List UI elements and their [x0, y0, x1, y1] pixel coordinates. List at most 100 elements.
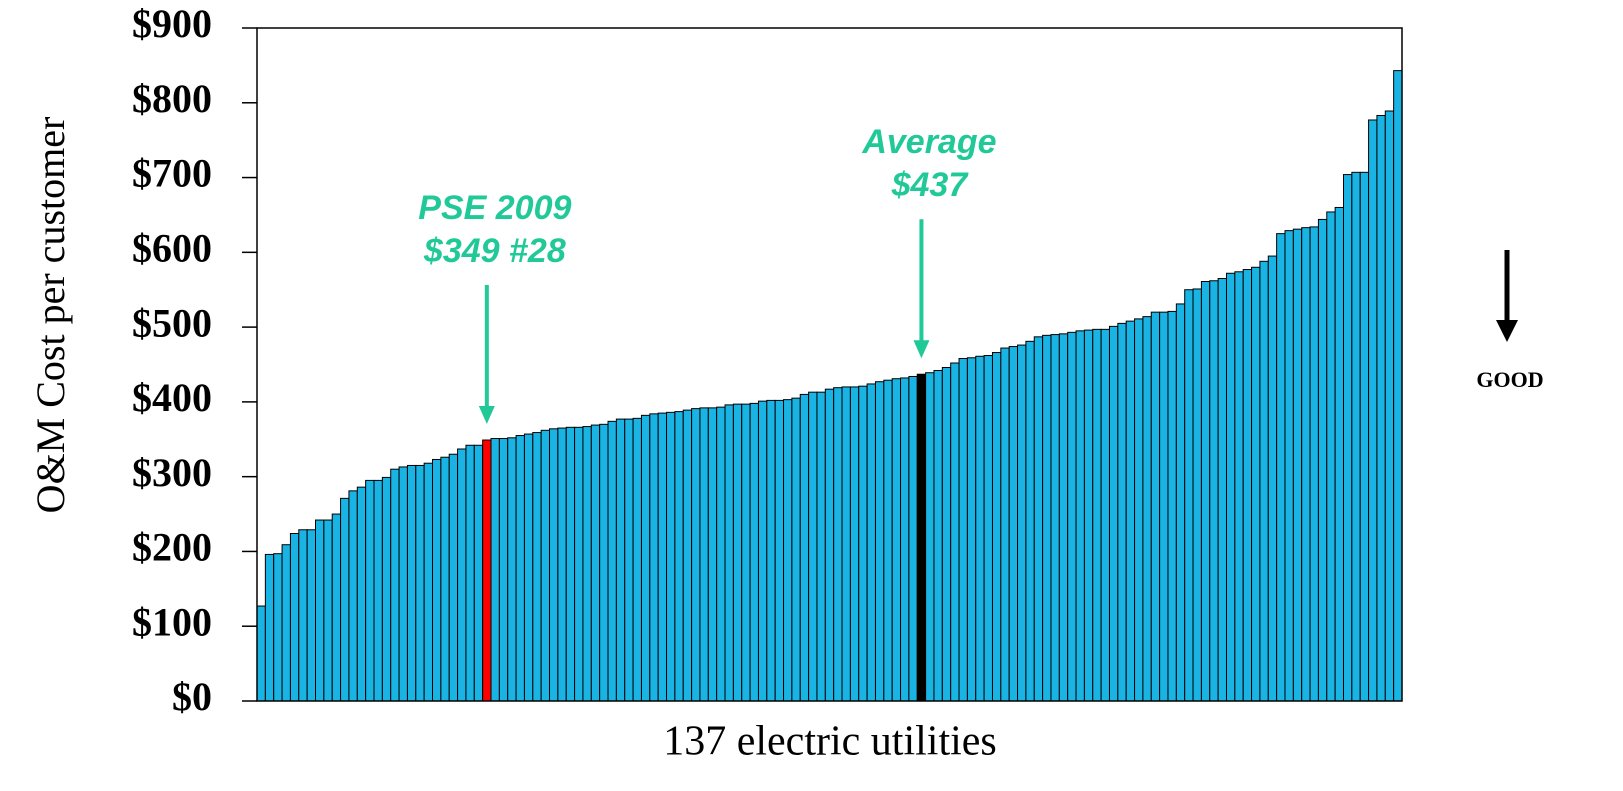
- bar: [1117, 322, 1127, 702]
- annotation-text: $349 #28: [423, 232, 566, 270]
- bar: [523, 433, 534, 702]
- bar: [298, 529, 308, 702]
- bar: [732, 403, 743, 702]
- bar: [549, 428, 559, 702]
- bar: [390, 468, 400, 702]
- y-tick-label: $400: [132, 375, 212, 420]
- y-tick-label: $200: [132, 525, 212, 570]
- y-tick-label: $900: [132, 1, 212, 46]
- bar: [916, 373, 927, 702]
- bar: [273, 553, 283, 702]
- bar: [457, 448, 467, 702]
- bar: [900, 377, 910, 702]
- y-tick-label: $0: [172, 674, 212, 719]
- bar: [540, 429, 551, 702]
- side-note: GOOD: [1476, 367, 1543, 392]
- bar: [1284, 230, 1294, 702]
- bar: [1017, 344, 1027, 702]
- bar: [1234, 271, 1244, 702]
- bar: [716, 406, 726, 702]
- bar: [306, 529, 317, 702]
- bar: [933, 369, 943, 702]
- bar: [1134, 318, 1144, 702]
- bar: [1000, 347, 1010, 702]
- bar: [674, 411, 684, 702]
- bar: [866, 383, 876, 702]
- good-arrow-head: [1496, 320, 1518, 342]
- bar: [1209, 280, 1219, 702]
- bar: [1276, 233, 1286, 702]
- bar: [1251, 266, 1261, 702]
- bar: [925, 372, 935, 702]
- bar: [1042, 334, 1052, 702]
- bar: [1368, 119, 1378, 702]
- bar: [482, 439, 492, 702]
- bar: [1259, 260, 1269, 702]
- bar: [808, 391, 818, 702]
- bar: [323, 519, 333, 702]
- bar: [515, 435, 525, 702]
- bar: [340, 497, 350, 702]
- bar: [1184, 289, 1194, 702]
- bar: [1242, 269, 1253, 702]
- bar: [1309, 226, 1319, 702]
- y-tick-label: $300: [132, 450, 212, 495]
- bar: [774, 399, 785, 702]
- bar: [741, 403, 751, 702]
- bar: [849, 386, 860, 702]
- bar: [365, 479, 375, 702]
- annotation-text: $437: [891, 166, 970, 204]
- bar: [824, 388, 835, 702]
- bar: [406, 464, 417, 702]
- annotation-text: PSE 2009: [418, 189, 571, 227]
- bar: [1075, 330, 1085, 702]
- bar: [1317, 218, 1328, 702]
- annotation-arrow-head: [913, 340, 930, 359]
- bar: [640, 414, 651, 702]
- bar: [941, 366, 952, 702]
- y-tick-label: $700: [132, 151, 212, 196]
- bar: [624, 418, 634, 702]
- bar: [1083, 329, 1094, 702]
- bar: [1025, 340, 1035, 702]
- bar: [1167, 310, 1177, 702]
- bar: [264, 553, 275, 702]
- bar: [707, 407, 718, 702]
- bar: [348, 490, 358, 702]
- bar: [373, 479, 383, 702]
- bar: [356, 486, 367, 702]
- bar: [1393, 70, 1403, 702]
- annotation-arrow-head: [478, 406, 495, 425]
- bar: [256, 605, 266, 702]
- bar: [615, 418, 626, 702]
- bar: [874, 381, 885, 702]
- bar: [950, 362, 960, 702]
- bar: [440, 456, 450, 702]
- bar: [607, 420, 617, 702]
- bar: [657, 412, 668, 702]
- bar: [1217, 278, 1227, 702]
- bar: [1351, 171, 1361, 702]
- bar: [315, 519, 325, 702]
- bar: [1008, 346, 1019, 702]
- bar: [574, 426, 584, 702]
- bar: [1384, 110, 1395, 702]
- bar: [757, 400, 768, 702]
- y-tick-label: $600: [132, 226, 212, 271]
- bar: [799, 393, 810, 702]
- bar: [632, 417, 642, 702]
- bar: [724, 404, 734, 702]
- bar: [582, 426, 592, 702]
- bar: [1067, 331, 1077, 702]
- y-tick-label: $800: [132, 76, 212, 121]
- bar: [766, 399, 776, 702]
- bar: [749, 402, 759, 702]
- bar: [1050, 334, 1060, 702]
- bar: [1301, 227, 1311, 702]
- bar: [991, 352, 1002, 702]
- bar: [883, 379, 893, 702]
- bar: [1092, 328, 1102, 702]
- bar: [649, 413, 659, 702]
- bar: [1376, 114, 1386, 702]
- bar: [1058, 333, 1069, 702]
